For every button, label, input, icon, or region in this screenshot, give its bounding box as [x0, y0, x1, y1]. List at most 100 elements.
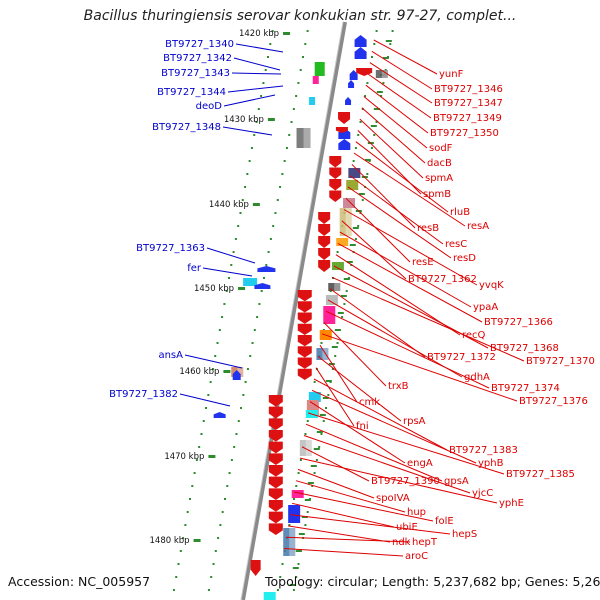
- gene-label-right[interactable]: BT9727_1374: [491, 383, 560, 394]
- reverse-gene-arrow[interactable]: [338, 112, 351, 124]
- gene-block[interactable]: [348, 168, 361, 178]
- reverse-gene-arrow[interactable]: [297, 335, 312, 347]
- reverse-gene-arrow[interactable]: [329, 179, 342, 191]
- reverse-gene-arrow[interactable]: [268, 406, 283, 419]
- gene-label-right[interactable]: gdhA: [464, 372, 490, 383]
- reverse-gene-arrow[interactable]: [268, 465, 283, 477]
- reverse-gene-arrow[interactable]: [329, 190, 342, 203]
- gene-block[interactable]: [296, 128, 311, 148]
- gene-block[interactable]: [343, 198, 356, 208]
- forward-gene-arrow[interactable]: [257, 266, 276, 272]
- gene-label-right[interactable]: BT9727_1372: [427, 352, 496, 363]
- forward-gene-arrow[interactable]: [349, 70, 358, 80]
- reverse-gene-arrow[interactable]: [268, 418, 283, 430]
- gene-block[interactable]: [288, 505, 301, 523]
- gene-label-right[interactable]: ndk: [392, 537, 411, 548]
- gene-label-right[interactable]: dacB: [427, 158, 452, 169]
- forward-gene-arrow[interactable]: [254, 283, 271, 289]
- gene-label-right[interactable]: trxB: [388, 381, 409, 392]
- gene-label-right[interactable]: BT9727_1376: [519, 396, 588, 407]
- gene-label-right[interactable]: BT9727_1347: [434, 98, 503, 109]
- gene-label-right[interactable]: resA: [467, 221, 489, 232]
- reverse-gene-arrow[interactable]: [268, 511, 283, 524]
- gene-block[interactable]: [263, 592, 276, 600]
- reverse-gene-arrow[interactable]: [318, 248, 331, 260]
- gene-label-right[interactable]: yphE: [499, 498, 524, 509]
- gene-block[interactable]: [325, 295, 338, 305]
- reverse-gene-arrow[interactable]: [329, 167, 342, 180]
- gene-label-right[interactable]: BT9727_1349: [433, 113, 502, 124]
- gene-label-right[interactable]: cmk: [359, 397, 380, 408]
- gene-label-left[interactable]: fer: [187, 263, 202, 274]
- forward-gene-arrow[interactable]: [345, 97, 352, 105]
- gene-label-right[interactable]: hepT: [412, 537, 438, 548]
- reverse-gene-arrow[interactable]: [318, 236, 331, 248]
- reverse-gene-arrow[interactable]: [297, 368, 312, 380]
- gene-block[interactable]: [299, 440, 312, 456]
- gene-label-right[interactable]: BT9727_1390: [371, 476, 440, 487]
- gene-block[interactable]: [375, 70, 388, 78]
- gene-label-right[interactable]: BT9727_1370: [526, 356, 595, 367]
- reverse-gene-arrow[interactable]: [297, 301, 312, 313]
- reverse-gene-arrow[interactable]: [335, 127, 348, 133]
- gene-label-right[interactable]: yvqK: [479, 280, 504, 291]
- gene-label-right[interactable]: BT9727_1366: [484, 317, 553, 328]
- gene-label-right[interactable]: spoIVA: [376, 493, 410, 504]
- gene-label-right[interactable]: resC: [445, 239, 467, 250]
- gene-label-left[interactable]: BT9727_1348: [152, 122, 221, 133]
- reverse-gene-arrow[interactable]: [318, 212, 331, 224]
- gene-label-right[interactable]: gpsA: [444, 476, 469, 487]
- forward-gene-arrow[interactable]: [213, 412, 226, 418]
- gene-label-left[interactable]: BT9727_1363: [136, 243, 205, 254]
- gene-block[interactable]: [339, 208, 352, 236]
- reverse-gene-arrow[interactable]: [297, 290, 312, 302]
- reverse-gene-arrow[interactable]: [329, 156, 342, 168]
- gene-block[interactable]: [243, 278, 258, 286]
- gene-label-right[interactable]: yunF: [439, 69, 464, 80]
- reverse-gene-arrow[interactable]: [318, 260, 331, 272]
- gene-label-left[interactable]: BT9727_1343: [161, 68, 230, 79]
- gene-label-right[interactable]: ubiE: [396, 522, 418, 533]
- forward-gene-arrow[interactable]: [232, 370, 241, 380]
- gene-block[interactable]: [336, 238, 349, 246]
- reverse-gene-arrow[interactable]: [297, 323, 312, 335]
- gene-label-left[interactable]: ansA: [158, 350, 183, 361]
- gene-label-right[interactable]: engA: [407, 458, 433, 469]
- gene-block[interactable]: [308, 392, 321, 402]
- gene-label-right[interactable]: folE: [435, 516, 454, 527]
- forward-gene-arrow[interactable]: [338, 139, 351, 150]
- gene-label-left[interactable]: deoD: [196, 101, 223, 112]
- gene-label-right[interactable]: spmA: [425, 173, 453, 184]
- forward-gene-arrow[interactable]: [354, 35, 367, 47]
- gene-label-right[interactable]: BT9727_1383: [449, 445, 518, 456]
- gene-label-right[interactable]: BT9727_1362: [408, 274, 477, 285]
- gene-label-left[interactable]: BT9727_1382: [109, 389, 178, 400]
- gene-label-right[interactable]: spmB: [423, 189, 451, 200]
- gene-label-left[interactable]: BT9727_1344: [157, 87, 226, 98]
- reverse-gene-arrow[interactable]: [268, 488, 283, 500]
- reverse-gene-arrow[interactable]: [297, 357, 312, 369]
- gene-block[interactable]: [323, 306, 336, 324]
- reverse-gene-arrow[interactable]: [268, 430, 283, 442]
- gene-block[interactable]: [346, 180, 359, 190]
- gene-label-left[interactable]: BT9727_1340: [165, 39, 234, 50]
- reverse-gene-arrow[interactable]: [297, 346, 312, 358]
- reverse-gene-arrow[interactable]: [268, 476, 283, 489]
- reverse-gene-arrow[interactable]: [268, 453, 283, 465]
- gene-label-right[interactable]: BT9727_1350: [430, 128, 499, 139]
- reverse-gene-arrow[interactable]: [268, 500, 283, 512]
- forward-gene-arrow[interactable]: [354, 47, 367, 59]
- gene-block[interactable]: [328, 283, 341, 291]
- reverse-gene-arrow[interactable]: [268, 441, 283, 454]
- gene-label-right[interactable]: fni: [356, 421, 369, 432]
- gene-label-right[interactable]: BT9727_1346: [434, 84, 503, 95]
- gene-label-right[interactable]: recQ: [462, 330, 486, 341]
- gene-block[interactable]: [312, 76, 319, 84]
- gene-label-left[interactable]: BT9727_1342: [163, 53, 232, 64]
- reverse-gene-arrow[interactable]: [318, 224, 331, 236]
- gene-block[interactable]: [291, 490, 304, 498]
- gene-label-right[interactable]: hup: [407, 507, 426, 518]
- gene-block[interactable]: [331, 262, 344, 270]
- gene-label-right[interactable]: yphB: [478, 458, 504, 469]
